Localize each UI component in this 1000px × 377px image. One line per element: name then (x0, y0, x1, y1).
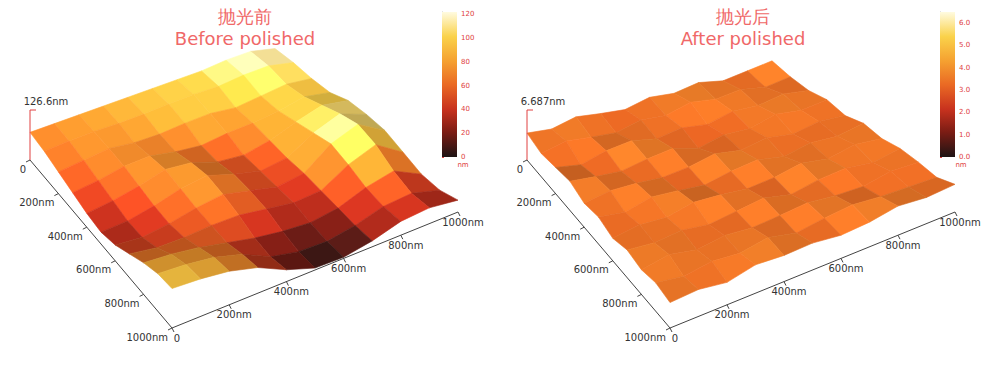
svg-text:400nm: 400nm (274, 286, 309, 297)
svg-text:120: 120 (461, 10, 474, 18)
svg-text:1000nm: 1000nm (126, 332, 168, 343)
svg-text:80: 80 (461, 58, 470, 66)
svg-text:0: 0 (672, 333, 678, 344)
svg-text:抛光后: 抛光后 (716, 6, 770, 27)
svg-text:nm: nm (955, 161, 966, 169)
svg-text:126.6nm: 126.6nm (24, 96, 69, 107)
svg-text:Before polished: Before polished (175, 28, 315, 49)
svg-text:800nm: 800nm (388, 240, 423, 251)
svg-text:6.0: 6.0 (959, 19, 970, 27)
svg-text:0: 0 (174, 333, 180, 344)
svg-text:3.0: 3.0 (959, 86, 970, 94)
svg-text:600nm: 600nm (574, 264, 609, 275)
svg-text:400nm: 400nm (48, 231, 83, 242)
svg-text:2.0: 2.0 (959, 108, 970, 116)
svg-text:200nm: 200nm (19, 197, 54, 208)
svg-text:60: 60 (461, 82, 470, 90)
svg-text:600nm: 600nm (76, 264, 111, 275)
svg-text:200nm: 200nm (217, 309, 252, 320)
svg-text:1000nm: 1000nm (939, 217, 981, 228)
svg-text:400nm: 400nm (545, 231, 580, 242)
svg-text:40: 40 (461, 105, 470, 113)
svg-text:5.0: 5.0 (959, 41, 970, 49)
svg-text:6.687nm: 6.687nm (521, 96, 566, 107)
svg-text:抛光前: 抛光前 (218, 6, 272, 27)
svg-text:800nm: 800nm (885, 240, 920, 251)
svg-text:20: 20 (461, 129, 470, 137)
svg-text:1000nm: 1000nm (624, 332, 666, 343)
svg-text:400nm: 400nm (771, 286, 806, 297)
svg-text:800nm: 800nm (602, 298, 637, 309)
svg-text:0.0: 0.0 (959, 153, 971, 161)
svg-text:After polished: After polished (681, 28, 806, 49)
svg-text:4.0: 4.0 (959, 64, 970, 72)
svg-text:600nm: 600nm (331, 263, 366, 274)
svg-text:0: 0 (517, 164, 523, 175)
svg-text:0: 0 (461, 153, 466, 161)
svg-text:200nm: 200nm (714, 309, 749, 320)
svg-text:200nm: 200nm (516, 197, 551, 208)
svg-text:1000nm: 1000nm (442, 217, 484, 228)
svg-text:600nm: 600nm (828, 263, 863, 274)
svg-text:100: 100 (461, 34, 474, 42)
svg-text:0: 0 (20, 164, 26, 175)
svg-text:1.0: 1.0 (959, 131, 970, 139)
svg-text:nm: nm (457, 161, 468, 169)
svg-text:800nm: 800nm (104, 298, 139, 309)
